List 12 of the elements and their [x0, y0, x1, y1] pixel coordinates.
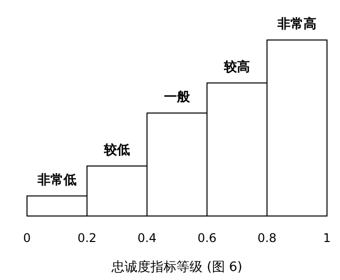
- bar-label: 较低: [104, 143, 130, 158]
- x-axis-title: 忠诚度指标等级 (图 6): [110, 259, 242, 275]
- bar-label: 非常高: [278, 17, 316, 32]
- bar-label: 非常低: [38, 172, 76, 188]
- x-tick: 0.8: [257, 231, 277, 245]
- x-tick: 0.2: [77, 231, 97, 245]
- bar-label: 一般: [164, 90, 190, 106]
- x-tick: 1: [323, 231, 331, 245]
- x-tick: 0: [23, 231, 31, 245]
- x-tick: 0.4: [137, 231, 157, 245]
- bar-label: 较高: [224, 60, 250, 75]
- x-tick: 0.6: [197, 231, 217, 245]
